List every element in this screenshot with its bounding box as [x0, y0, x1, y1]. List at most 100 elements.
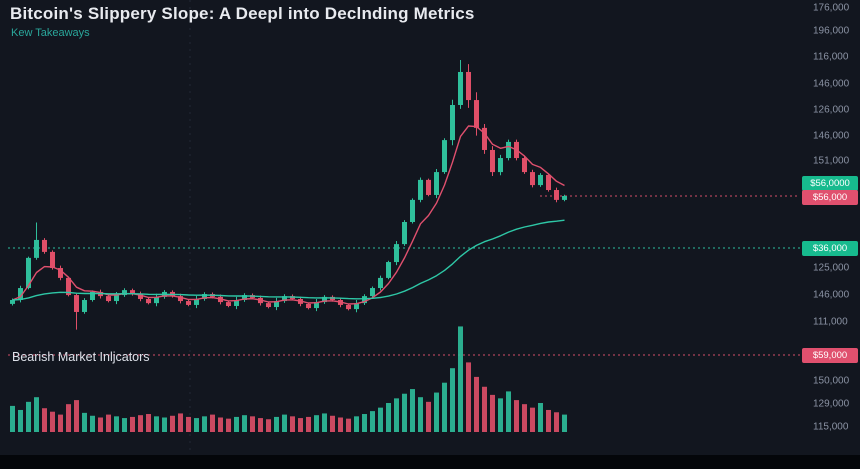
volume-bar	[458, 326, 463, 432]
candle-body	[82, 300, 87, 312]
volume-bar	[378, 407, 383, 432]
volume-bar	[306, 416, 311, 432]
volume-bar	[66, 404, 71, 432]
candle-body	[226, 302, 231, 306]
candle-body	[26, 257, 31, 289]
volume-bar	[266, 419, 271, 432]
volume-bar	[202, 416, 207, 432]
volume-bar	[26, 401, 31, 432]
candle-body	[234, 300, 239, 306]
candle-body	[562, 196, 567, 200]
volume-bar	[330, 415, 335, 432]
volume-bar	[394, 398, 399, 432]
volume-bar	[226, 418, 231, 432]
volume-bar	[130, 416, 135, 432]
candle-body	[402, 222, 407, 245]
volume-bar	[434, 392, 439, 432]
volume-bar	[370, 411, 375, 432]
volume-bar	[474, 376, 479, 432]
volume-bar	[58, 414, 63, 432]
candle-body	[202, 294, 207, 299]
volume-bar	[402, 393, 407, 432]
candle-body	[186, 301, 191, 305]
candle-body	[194, 298, 199, 305]
candle-body	[178, 296, 183, 302]
volume-bar	[514, 400, 519, 432]
volume-bar	[178, 413, 183, 432]
volume-bar	[466, 362, 471, 432]
volume-bar	[154, 416, 159, 432]
candle-body	[458, 71, 463, 105]
candle-body	[346, 304, 351, 310]
section-label-bearish-indicators: Bearish Market Inljcators	[12, 350, 150, 364]
volume-bar	[522, 404, 527, 432]
volume-bar	[218, 417, 223, 432]
volume-bar	[530, 407, 535, 432]
volume-bar	[290, 416, 295, 432]
volume-bar	[98, 417, 103, 432]
candle-body	[34, 239, 39, 258]
volume-bar	[194, 418, 199, 432]
volume-bar	[354, 416, 359, 432]
volume-bar	[146, 414, 151, 432]
candle-body	[306, 303, 311, 309]
candle-body	[242, 295, 247, 301]
volume-bar	[114, 416, 119, 432]
candle-body	[354, 303, 359, 310]
volume-bar	[322, 413, 327, 432]
volume-bar	[122, 418, 127, 432]
volume-bar	[538, 403, 543, 432]
volume-bar	[554, 412, 559, 432]
candle-body	[530, 172, 535, 186]
candle-body	[322, 296, 327, 303]
volume-bar	[74, 400, 79, 432]
volume-bar	[34, 397, 39, 432]
volume-bar	[186, 416, 191, 432]
volume-bar	[90, 415, 95, 432]
volume-bar	[42, 408, 47, 432]
candle-body	[314, 302, 319, 309]
candle-body	[498, 158, 503, 173]
candle-body	[266, 303, 271, 308]
volume-bar	[282, 414, 287, 432]
candle-body	[10, 300, 15, 304]
volume-bar	[138, 415, 143, 432]
volume-bar	[362, 414, 367, 432]
candle-body	[538, 174, 543, 186]
candle-body	[18, 288, 23, 301]
candle-body	[410, 199, 415, 223]
volume-bar	[258, 418, 263, 432]
ma-line-fast	[12, 125, 565, 305]
candle-body	[138, 294, 143, 299]
bottom-bar	[0, 455, 860, 469]
candle-body	[114, 295, 119, 302]
page-subtitle: Kew Takeaways	[11, 27, 90, 39]
candle-body	[490, 149, 495, 173]
candle-body	[546, 174, 551, 191]
volume-bar	[234, 416, 239, 432]
candlestick-chart[interactable]	[0, 0, 860, 455]
volume-bar	[426, 401, 431, 432]
candle-body	[50, 251, 55, 269]
candle-body	[130, 290, 135, 295]
candle-body	[42, 239, 47, 252]
volume-bar	[562, 414, 567, 432]
volume-bar	[242, 415, 247, 432]
volume-bar	[162, 417, 167, 432]
candle-body	[442, 140, 447, 173]
volume-bar	[274, 416, 279, 432]
candle-body	[378, 277, 383, 289]
candle-body	[522, 158, 527, 173]
candle-body	[474, 100, 479, 128]
candle-body	[418, 179, 423, 200]
volume-bar	[386, 403, 391, 432]
volume-bar	[210, 414, 215, 432]
volume-bar	[18, 409, 23, 432]
candle-body	[506, 141, 511, 159]
volume-bar	[490, 394, 495, 432]
volume-bar	[314, 415, 319, 432]
volume-bar	[450, 368, 455, 432]
volume-bar	[338, 417, 343, 432]
candle-body	[74, 295, 79, 312]
candle-body	[386, 262, 391, 278]
